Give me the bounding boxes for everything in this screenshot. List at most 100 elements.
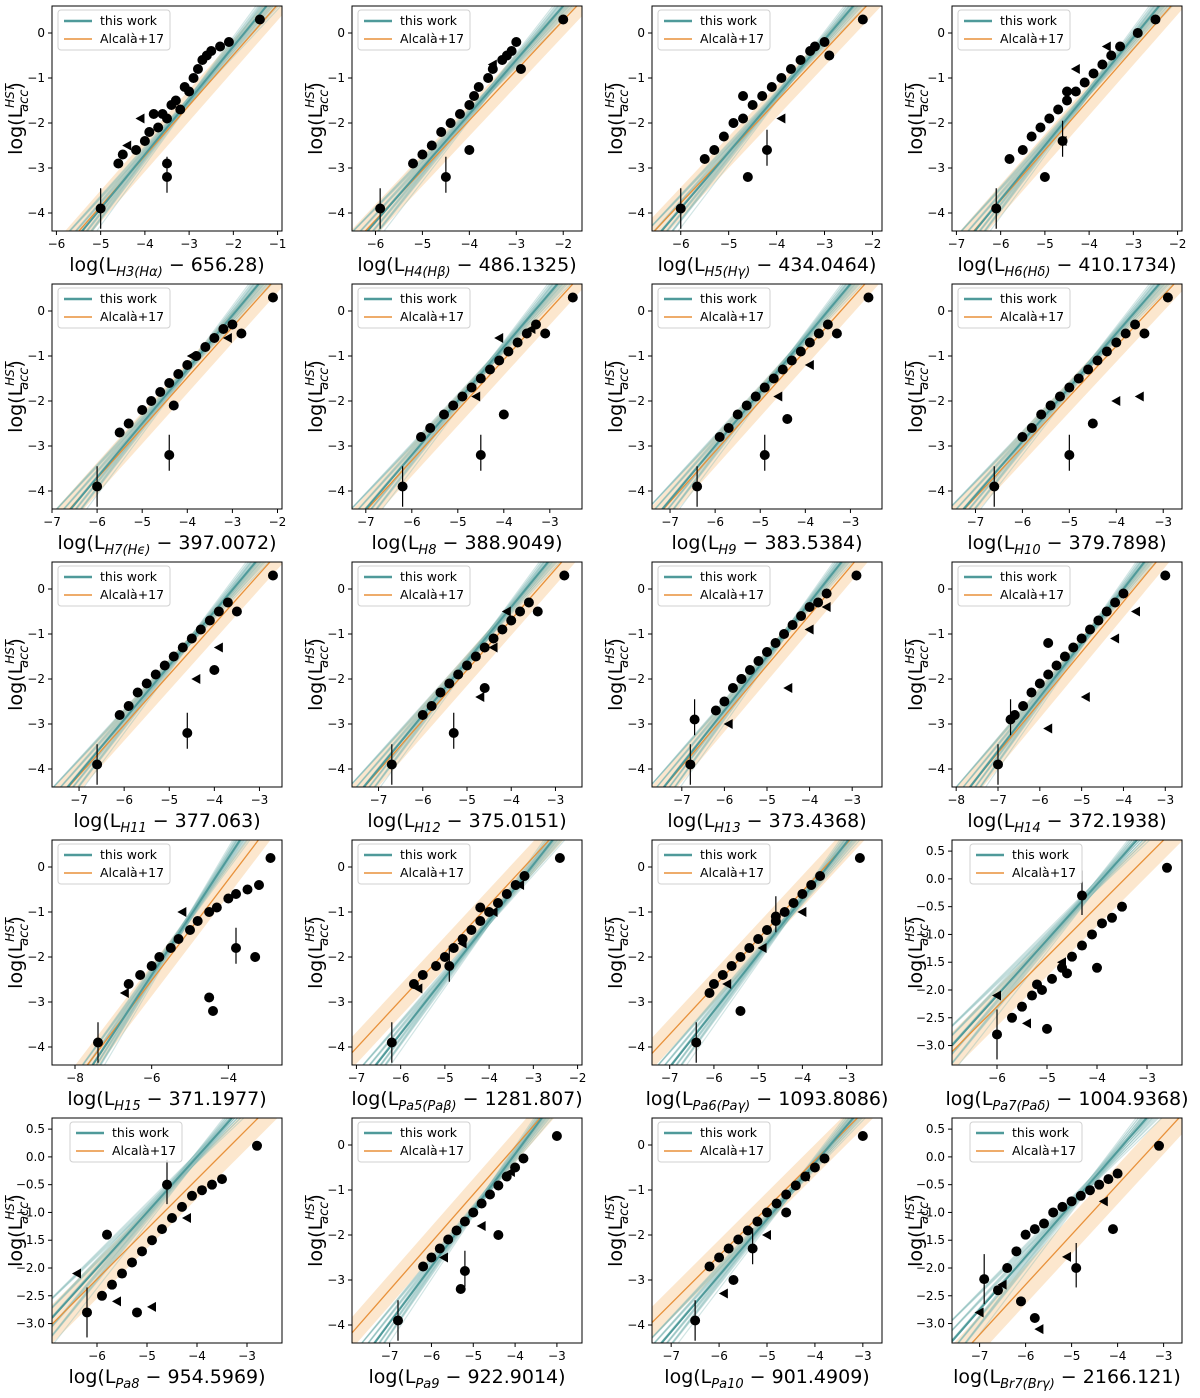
data-point [141, 678, 152, 689]
x-tick-label: −5 [751, 515, 769, 529]
data-point [728, 118, 739, 128]
legend-label-alcala: Alcalà+17 [400, 31, 464, 46]
data-point [519, 871, 530, 881]
x-tick-label: −7 [673, 793, 691, 807]
data-point [417, 970, 428, 980]
x-tick-label: −2 [1169, 237, 1187, 251]
y-tick-label: −4 [627, 484, 645, 498]
data-point [1132, 28, 1143, 38]
alcala-band [959, 6, 1182, 231]
fit-sample-line [974, 562, 1147, 787]
data-point [386, 759, 397, 770]
x-tick-label: −4 [801, 793, 819, 807]
y-tick-label: 0 [337, 1138, 345, 1152]
fit-sample-line [99, 840, 237, 1065]
legend: this work Alcalà+17 [969, 1121, 1083, 1163]
data-point [1092, 355, 1103, 366]
x-tick-label: −7 [967, 515, 985, 529]
data-point [154, 952, 165, 962]
axes-frame [51, 561, 283, 788]
x-tick-label: −3 [224, 515, 242, 529]
data-point [762, 647, 772, 657]
axes-frame [651, 5, 883, 232]
upper-limit-marker [722, 979, 732, 989]
fit-sample-line [659, 6, 851, 231]
legend: this work Alcalà+17 [69, 1121, 183, 1163]
data-point [523, 597, 534, 608]
y-axis-label: log(LHSTacc) [303, 82, 332, 155]
data-point [779, 629, 790, 639]
legend-label-alcala: Alcalà+17 [1012, 865, 1076, 880]
data-point [1108, 1224, 1118, 1235]
upper-limit-marker [1080, 692, 1090, 702]
x-tick-label: −3 [1124, 237, 1142, 251]
data-point [469, 91, 480, 101]
data-point [747, 100, 758, 110]
data-point [1075, 1190, 1086, 1201]
data-point [759, 382, 770, 393]
panel-8: −7 −6 −5 −4 −3 −4 −3 −2 −1 0 this work Alcalà+17 log… [900, 278, 1200, 558]
y-tick-label: −1 [27, 71, 45, 85]
data-point [146, 961, 157, 971]
x-axis-label: log(LH10 − 379.7898) [967, 532, 1166, 558]
x-tick-label: −7 [348, 1071, 366, 1085]
data-point [521, 328, 532, 339]
data-point [182, 360, 193, 370]
y-tick-label: −3 [927, 717, 945, 731]
panel-14: −7 −6 −5 −4 −3 −2 −4 −3 −2 −1 0 this work Alcalà+17 l… [300, 834, 600, 1114]
data-point [445, 118, 456, 128]
data-point [466, 382, 477, 393]
data-point [781, 1207, 792, 1218]
x-axis-label: log(LH5(Hγ) − 434.0464) [658, 254, 877, 280]
x-tick-label: −5 [133, 515, 151, 529]
panel-2: −6 −5 −4 −3 −2 −4 −3 −2 −1 0 this work Alcalà+17 log… [300, 0, 600, 280]
data-point [1051, 660, 1062, 671]
x-tick-label: −8 [947, 793, 965, 807]
fit-sample-line [362, 840, 561, 1065]
y-tick-label: 0 [337, 304, 345, 318]
legend: this work Alcalà+17 [657, 1121, 771, 1163]
x-tick-label: −6 [143, 1071, 161, 1085]
x-tick-label: −3 [816, 237, 834, 251]
fit-sample-line [979, 284, 1156, 509]
data-point [453, 669, 464, 680]
alcala-line [653, 6, 868, 231]
legend-label-this-work: this work [100, 13, 158, 28]
data-point [1027, 990, 1037, 1001]
y-tick-label: −2.0 [16, 1261, 45, 1275]
fit-sample-line [99, 840, 238, 1065]
data-point [1097, 918, 1107, 929]
data-point [416, 432, 426, 442]
chart-svg: −6 −5 −4 −3 −2 −4 −3 −2 −1 0 this work Alcalà+17 log… [303, 5, 583, 280]
y-tick-label: −1 [627, 71, 645, 85]
data-point [417, 710, 428, 720]
data-point [768, 373, 779, 384]
fit-sample-line [74, 284, 253, 509]
plot-area [955, 562, 1171, 787]
data-point [168, 651, 179, 662]
axes-frame [951, 561, 1183, 788]
this-work-line [670, 840, 850, 1065]
y-axis-label: log(LHSTacc) [903, 638, 932, 711]
data-point [691, 1037, 702, 1048]
legend-label-alcala: Alcalà+17 [700, 587, 764, 602]
plot-area [52, 1118, 278, 1343]
data-point [479, 642, 490, 653]
legend-label-this-work: this work [1000, 13, 1058, 28]
data-point [1011, 1246, 1022, 1257]
upper-limit-marker [222, 333, 232, 343]
legend-label-alcala: Alcalà+17 [400, 587, 464, 602]
y-tick-label: −3 [327, 717, 345, 731]
chart-svg: −7 −6 −5 −4 −3 −4 −3 −2 −1 0 this work Alcalà+17 log… [603, 561, 883, 836]
alcala-band [952, 284, 1182, 509]
fit-sample-line [68, 6, 277, 231]
data-point [162, 113, 172, 124]
y-tick-label: 0 [637, 860, 645, 874]
fit-sample-line [358, 284, 568, 509]
fit-sample-line [68, 284, 256, 509]
upper-limit-marker [723, 719, 733, 729]
fit-sample-line [952, 840, 1136, 1035]
data-point [1101, 606, 1112, 617]
data-point [135, 970, 146, 980]
x-tick-label: −4 [495, 515, 513, 529]
